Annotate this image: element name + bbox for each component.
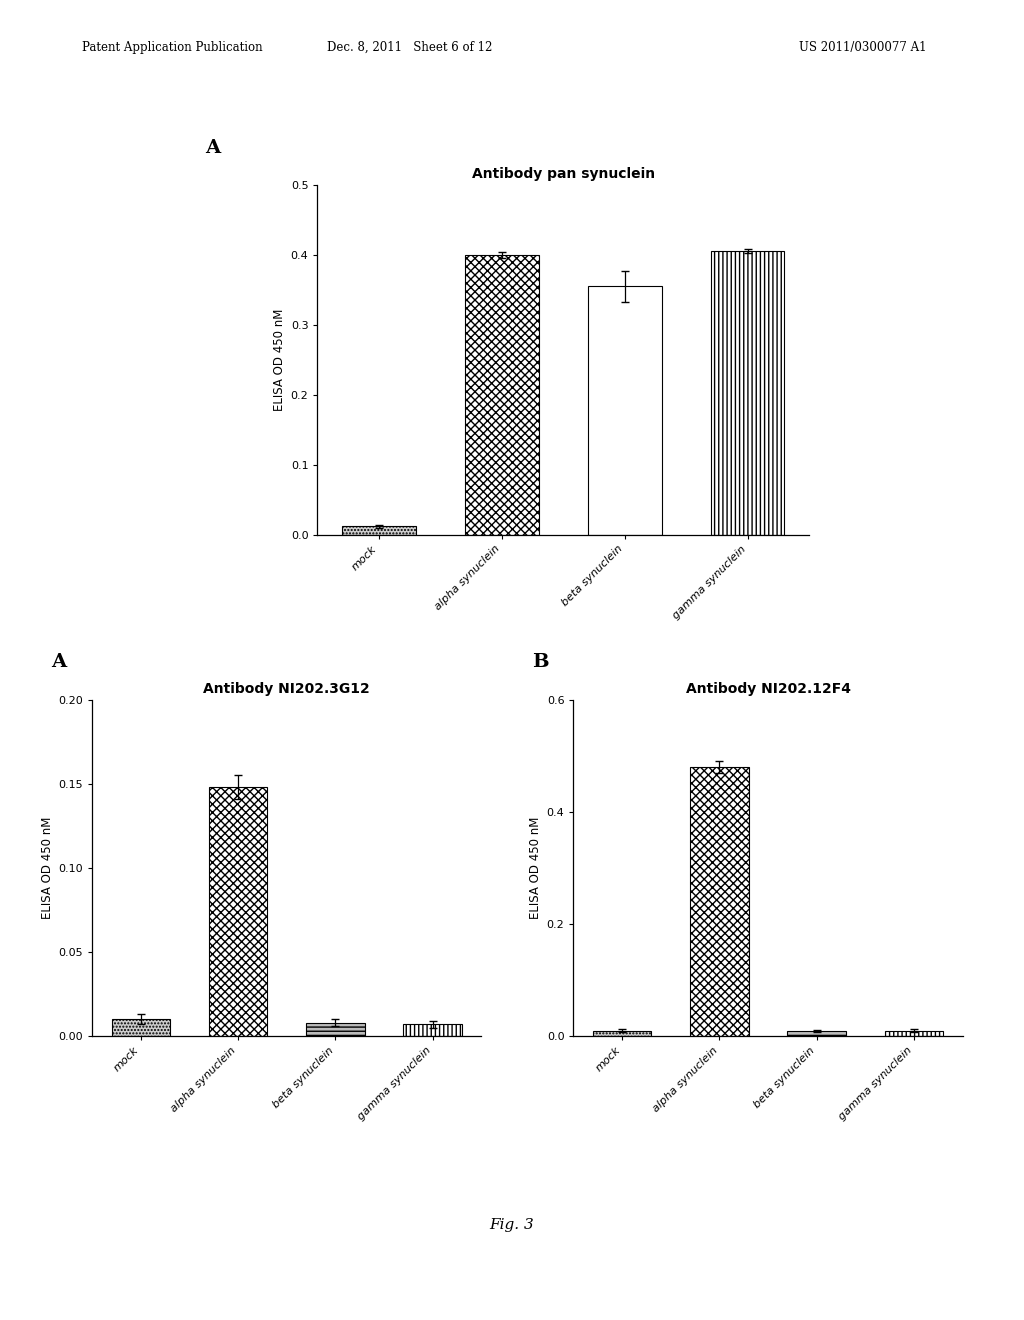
Bar <box>403 1024 462 1036</box>
Bar <box>112 1019 170 1036</box>
Text: US 2011/0300077 A1: US 2011/0300077 A1 <box>799 41 927 54</box>
Text: Patent Application Publication: Patent Application Publication <box>82 41 262 54</box>
Title: Antibody NI202.12F4: Antibody NI202.12F4 <box>685 681 851 696</box>
Bar <box>209 787 267 1036</box>
Bar <box>787 1031 846 1036</box>
Bar <box>465 255 539 535</box>
Text: B: B <box>532 653 549 672</box>
Bar <box>306 1023 365 1036</box>
Bar <box>593 1031 651 1036</box>
Bar <box>711 251 784 535</box>
Text: Fig. 3: Fig. 3 <box>489 1218 535 1232</box>
Bar <box>588 286 662 535</box>
Y-axis label: ELISA OD 450 nM: ELISA OD 450 nM <box>273 309 287 411</box>
Bar <box>885 1031 943 1036</box>
Text: A: A <box>51 653 67 672</box>
Text: A: A <box>205 139 220 157</box>
Text: Dec. 8, 2011   Sheet 6 of 12: Dec. 8, 2011 Sheet 6 of 12 <box>327 41 493 54</box>
Title: Antibody pan synuclein: Antibody pan synuclein <box>472 166 654 181</box>
Y-axis label: ELISA OD 450 nM: ELISA OD 450 nM <box>529 817 543 919</box>
Title: Antibody NI202.3G12: Antibody NI202.3G12 <box>204 681 370 696</box>
Bar <box>342 527 416 535</box>
Y-axis label: ELISA OD 450 nM: ELISA OD 450 nM <box>41 817 54 919</box>
Bar <box>690 767 749 1036</box>
